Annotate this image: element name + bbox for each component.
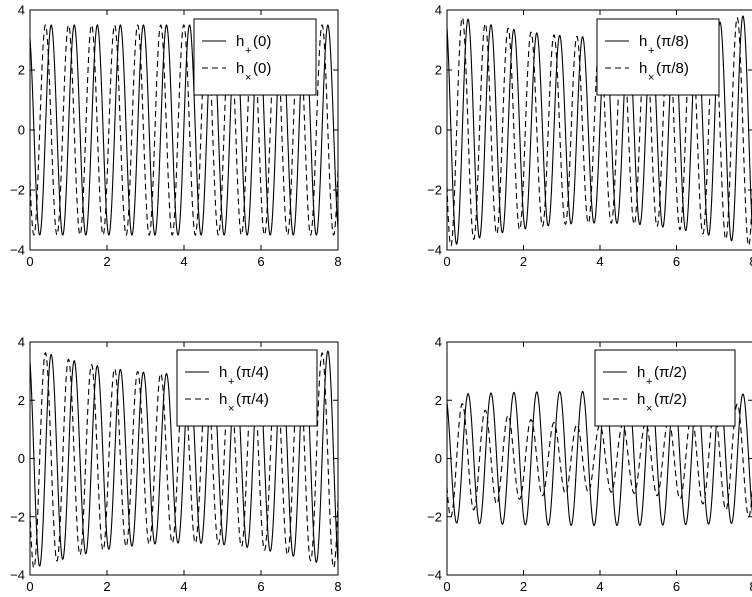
legend-label-arg: (0) bbox=[253, 60, 271, 77]
legend-label-main: h bbox=[236, 33, 244, 50]
x-tick-label: 0 bbox=[443, 579, 450, 594]
x-tick-label: 4 bbox=[180, 579, 187, 594]
series-line-cross bbox=[30, 24, 338, 236]
legend-label-main: h bbox=[639, 60, 647, 77]
y-tick-label: −4 bbox=[427, 243, 442, 258]
legend-label-arg: (π/8) bbox=[656, 33, 689, 50]
y-tick-label: 2 bbox=[18, 393, 25, 408]
series-line-cross bbox=[30, 352, 338, 569]
legend-box bbox=[193, 18, 317, 96]
series-line-plus bbox=[30, 24, 338, 236]
y-tick-label: −2 bbox=[427, 509, 442, 524]
series-line-plus bbox=[30, 350, 338, 567]
y-tick-label: 0 bbox=[18, 451, 25, 466]
legend-label-sub: × bbox=[646, 403, 652, 415]
legend-label-main: h bbox=[637, 391, 645, 408]
legend-box bbox=[596, 18, 720, 96]
y-tick-label: 4 bbox=[435, 3, 442, 18]
legend-label-sub: × bbox=[228, 403, 234, 415]
y-tick-label: −4 bbox=[10, 243, 25, 258]
y-tick-label: 4 bbox=[18, 3, 25, 18]
x-tick-label: 6 bbox=[673, 579, 680, 594]
x-tick-label: 4 bbox=[180, 254, 187, 269]
y-tick-label: −4 bbox=[427, 568, 442, 583]
y-tick-label: 0 bbox=[435, 123, 442, 138]
series-line-plus bbox=[447, 15, 752, 245]
x-tick-label: 8 bbox=[334, 254, 341, 269]
legend-label-arg: (π/8) bbox=[656, 60, 689, 77]
legend-label-sub: + bbox=[648, 45, 654, 57]
legend-label-main: h bbox=[219, 364, 227, 381]
legend-label-sub: + bbox=[646, 376, 652, 388]
legend-box bbox=[176, 349, 318, 427]
x-tick-label: 0 bbox=[26, 254, 33, 269]
y-tick-label: 0 bbox=[18, 123, 25, 138]
x-tick-label: 6 bbox=[257, 254, 264, 269]
x-tick-label: 4 bbox=[596, 579, 603, 594]
x-tick-label: 8 bbox=[334, 579, 341, 594]
x-tick-label: 4 bbox=[596, 254, 603, 269]
legend-label-sub: + bbox=[245, 45, 251, 57]
x-tick-label: 0 bbox=[443, 254, 450, 269]
legend-label-arg: (π/2) bbox=[654, 364, 687, 381]
y-tick-label: 0 bbox=[435, 451, 442, 466]
series-line-plus bbox=[447, 390, 752, 527]
series-line-cross bbox=[447, 403, 752, 518]
legend-label-sub: + bbox=[228, 376, 234, 388]
legend-label-arg: (0) bbox=[253, 33, 271, 50]
y-tick-label: −2 bbox=[10, 183, 25, 198]
x-tick-label: 6 bbox=[257, 579, 264, 594]
legend-label-arg: (π/4) bbox=[236, 391, 269, 408]
legend-label-arg: (π/2) bbox=[654, 391, 687, 408]
legend-label-main: h bbox=[236, 60, 244, 77]
y-tick-label: 2 bbox=[435, 63, 442, 78]
legend-label-sub: × bbox=[245, 72, 251, 84]
legend-label-main: h bbox=[637, 364, 645, 381]
x-tick-label: 8 bbox=[749, 254, 752, 269]
x-tick-label: 8 bbox=[749, 579, 752, 594]
x-tick-label: 2 bbox=[103, 579, 110, 594]
y-tick-label: 2 bbox=[18, 63, 25, 78]
x-tick-label: 2 bbox=[520, 579, 527, 594]
y-tick-label: −2 bbox=[427, 183, 442, 198]
legend: h+(π/8)h×(π/8) bbox=[596, 18, 720, 96]
x-tick-label: 2 bbox=[520, 254, 527, 269]
legend-label-sub: × bbox=[648, 72, 654, 84]
y-tick-label: 2 bbox=[435, 393, 442, 408]
legend: h+(π/2)h×(π/2) bbox=[594, 349, 736, 427]
legend-label-main: h bbox=[639, 33, 647, 50]
y-tick-label: −4 bbox=[10, 568, 25, 583]
legend: h+(0)h×(0) bbox=[193, 18, 317, 96]
legend-box bbox=[594, 349, 736, 427]
y-tick-label: 4 bbox=[18, 335, 25, 350]
y-tick-label: −2 bbox=[10, 509, 25, 524]
x-tick-label: 0 bbox=[26, 579, 33, 594]
y-tick-label: 4 bbox=[435, 335, 442, 350]
legend-label-main: h bbox=[219, 391, 227, 408]
legend-label-arg: (π/4) bbox=[236, 364, 269, 381]
x-tick-label: 2 bbox=[103, 254, 110, 269]
x-tick-label: 6 bbox=[673, 254, 680, 269]
legend: h+(π/4)h×(π/4) bbox=[176, 349, 318, 427]
